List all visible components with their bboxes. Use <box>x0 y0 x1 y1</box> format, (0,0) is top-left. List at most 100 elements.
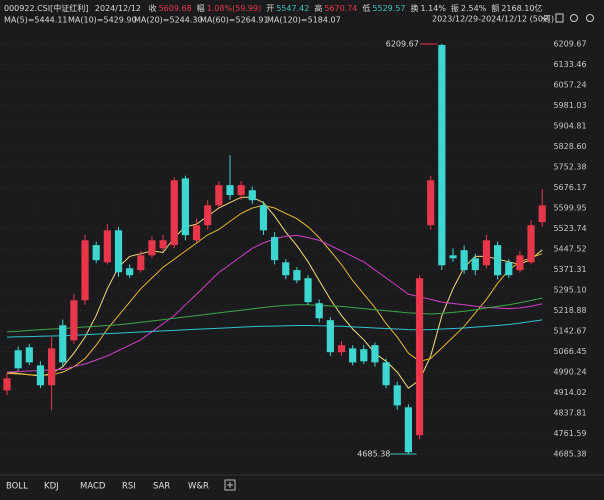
candle-body <box>438 44 446 266</box>
y-tick-label: 6057.24 <box>553 81 586 90</box>
candle-body <box>337 345 346 353</box>
candle-body <box>304 278 312 303</box>
field-label: 开 <box>266 4 274 13</box>
indicator-tab[interactable]: BOLL <box>6 482 28 492</box>
date-range[interactable]: 2023/12/29-2024/12/12 (50周) <box>432 15 554 24</box>
candle-body <box>137 255 145 271</box>
candle-body <box>148 240 156 256</box>
dropdown-icon[interactable] <box>541 16 549 21</box>
candle-body <box>70 300 78 341</box>
indicator-tab[interactable]: RSI <box>122 482 136 492</box>
field-value: 1.08%(59.99) <box>207 4 262 13</box>
legend-entry: MA(20)=5244.30 <box>134 16 203 25</box>
tool-icon[interactable] <box>570 14 578 22</box>
y-tick-label: 5371.31 <box>553 265 586 274</box>
ma-line <box>6 204 543 376</box>
candle-body <box>382 362 390 386</box>
y-tick-label: 5142.67 <box>553 326 586 335</box>
candle-body <box>237 185 245 196</box>
candle-body <box>349 348 357 363</box>
add-icon[interactable] <box>227 482 233 488</box>
candle-body <box>59 325 67 363</box>
field-value: 5670.74 <box>324 4 357 13</box>
candle-body <box>14 350 22 369</box>
y-tick-label: 5676.17 <box>553 183 586 192</box>
candle-body <box>248 190 256 201</box>
candle-body <box>36 365 45 386</box>
candle-body <box>427 180 435 226</box>
y-tick-label: 5904.81 <box>553 122 586 131</box>
candle-body <box>204 205 212 226</box>
candle-body <box>516 255 524 271</box>
candle-body <box>315 303 323 319</box>
candle-body <box>527 225 535 263</box>
annotation: 4685.38 <box>357 450 390 459</box>
candle-body <box>282 262 290 276</box>
y-tick-label: 5447.52 <box>553 245 586 254</box>
add-tab[interactable] <box>224 479 236 491</box>
candle-body <box>482 240 491 266</box>
candle-body <box>25 347 33 363</box>
candle-body <box>471 258 479 271</box>
annotation: 6209.67 <box>386 40 419 49</box>
field-value: 5609.68 <box>159 4 192 13</box>
candle-body <box>114 230 123 273</box>
field-label: 低 <box>362 3 370 13</box>
y-tick-label: 4990.24 <box>553 367 586 376</box>
ma-line <box>6 297 543 333</box>
candle-body <box>505 262 513 276</box>
candle-body <box>360 349 368 362</box>
y-tick-label: 4837.81 <box>553 408 586 417</box>
y-tick-label: 6209.67 <box>553 40 586 49</box>
candle-body <box>159 240 167 249</box>
field-label: 振 <box>451 3 459 13</box>
candle-body <box>3 378 11 391</box>
candle-body <box>192 225 201 241</box>
y-tick-label: 4685.38 <box>553 450 586 459</box>
field-value: 5529.57 <box>372 4 405 13</box>
field-label: 换 <box>411 3 419 13</box>
candle-body <box>126 268 134 276</box>
field-label: 幅 <box>197 3 205 13</box>
y-tick-label: 5066.45 <box>553 347 586 356</box>
candle-body <box>92 245 100 261</box>
field-value: 1.14% <box>421 4 447 13</box>
candle-body <box>181 178 189 236</box>
field-label: 收 <box>149 3 157 13</box>
candle-body <box>415 278 424 436</box>
candle-body <box>371 345 379 363</box>
candle-body <box>460 250 468 271</box>
indicator-tab[interactable]: KDJ <box>44 482 59 492</box>
field-value: 2168.10亿 <box>501 3 542 13</box>
candle-body <box>538 205 546 223</box>
legend-entry: MA(120)=5184.07 <box>267 16 341 25</box>
field-value: 2.54% <box>461 4 487 13</box>
y-tick-label: 5752.38 <box>553 163 586 172</box>
field-label: 高 <box>314 3 322 13</box>
y-tick-label: 5295.10 <box>553 285 586 294</box>
legend-entry: MA(10)=5429.90 <box>68 16 137 25</box>
candle-body <box>449 255 457 259</box>
ma-line <box>6 319 543 338</box>
candle-body <box>293 270 301 281</box>
date: 2024/12/12 <box>95 4 141 13</box>
quote-header: 000922.CSI[中证红利] 2024/12/12 收 5609.68 幅 1.0… <box>4 3 542 13</box>
candle-body <box>226 185 234 196</box>
legend-entry: MA(60)=5264.91 <box>200 16 269 25</box>
candle-body <box>404 407 412 453</box>
candle-body <box>259 205 268 231</box>
field-label: 额 <box>491 3 499 13</box>
tool-icon[interactable] <box>555 13 564 23</box>
indicator-tab[interactable]: W&R <box>188 482 209 492</box>
indicator-tab[interactable]: SAR <box>153 482 170 492</box>
candle-body <box>215 185 223 206</box>
candle-body <box>48 348 56 386</box>
y-tick-label: 5218.88 <box>553 306 586 315</box>
indicator-tab[interactable]: MACD <box>80 482 106 492</box>
symbol: 000922.CSI[中证红利] <box>4 3 88 13</box>
tool-icon[interactable] <box>586 14 594 22</box>
y-tick-label: 6133.46 <box>553 60 586 69</box>
candle-body <box>393 385 401 406</box>
